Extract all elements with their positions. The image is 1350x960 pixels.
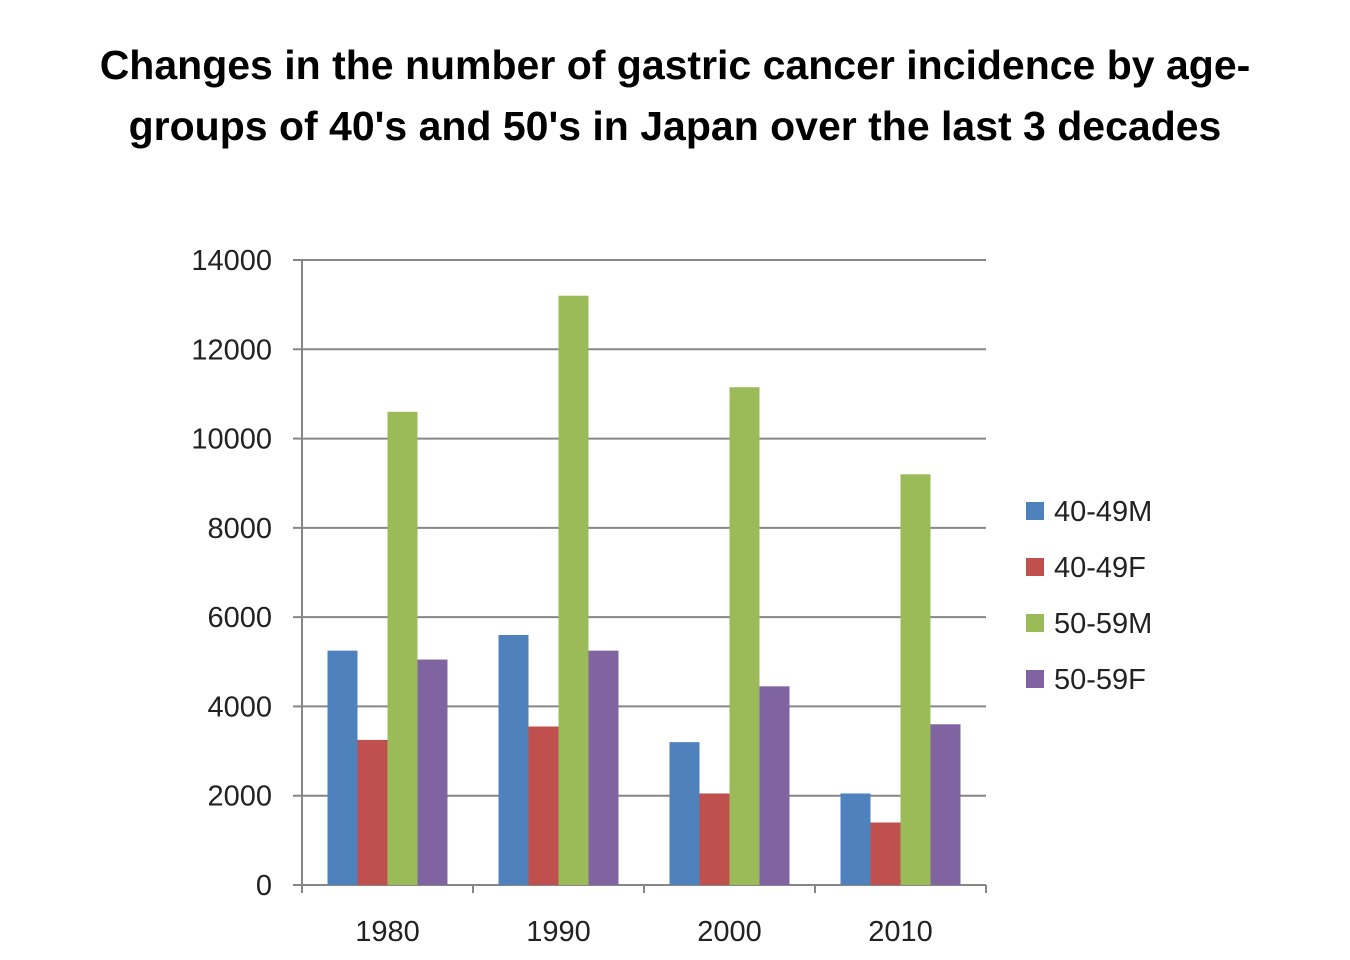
chart-title-line-1: Changes in the number of gastric cancer …	[99, 42, 1251, 88]
x-tick-label: 2000	[697, 916, 762, 948]
y-tick-label: 4000	[207, 691, 272, 723]
bar-40-49F-1990	[528, 726, 559, 885]
tick-labels: 0 2000 4000 6000 8000 10000 12000 14000 1980 1990…	[191, 245, 932, 948]
bar-50-59F-2010	[930, 724, 961, 885]
legend-label-50-59F: 50-59F	[1054, 664, 1146, 696]
y-tick-label: 2000	[207, 781, 272, 813]
legend-swatch-50-59M	[1026, 614, 1044, 632]
y-tick-label: 0	[256, 870, 272, 902]
bar-40-49M-2010	[840, 793, 871, 885]
bar-50-59F-1980	[417, 659, 448, 885]
legend-label-40-49F: 40-49F	[1054, 552, 1146, 584]
y-tick-label: 6000	[207, 602, 272, 634]
chart-title-line-2: groups of 40's and 50's in Japan over th…	[128, 103, 1222, 149]
y-tick-label: 14000	[191, 245, 272, 277]
y-tick-label: 8000	[207, 513, 272, 545]
bar-50-59M-1990	[558, 295, 589, 885]
y-tick-label: 10000	[191, 424, 272, 456]
legend-label-40-49M: 40-49M	[1054, 496, 1152, 528]
bar-50-59M-2000	[729, 387, 760, 885]
bar-50-59M-1980	[387, 411, 418, 885]
bar-40-49F-1980	[357, 739, 388, 885]
bar-50-59M-2010	[900, 474, 931, 885]
legend: 40-49M 40-49F 50-59M 50-59F	[1026, 496, 1152, 696]
bar-40-49M-1990	[498, 635, 529, 885]
bar-50-59F-1990	[588, 650, 619, 885]
bar-40-49M-1980	[327, 650, 358, 885]
x-tick-label: 1990	[526, 916, 591, 948]
bar-40-49M-2000	[669, 742, 700, 885]
legend-swatch-50-59F	[1026, 670, 1044, 688]
bar-40-49F-2010	[870, 822, 901, 885]
x-tick-label: 2010	[868, 916, 933, 948]
y-tick-label: 12000	[191, 334, 272, 366]
x-tick-label: 1980	[355, 916, 420, 948]
legend-swatch-40-49F	[1026, 558, 1044, 576]
legend-swatch-40-49M	[1026, 502, 1044, 520]
bar-50-59F-2000	[759, 686, 790, 885]
bars	[327, 295, 961, 885]
bar-40-49F-2000	[699, 793, 730, 885]
legend-label-50-59M: 50-59M	[1054, 608, 1152, 640]
